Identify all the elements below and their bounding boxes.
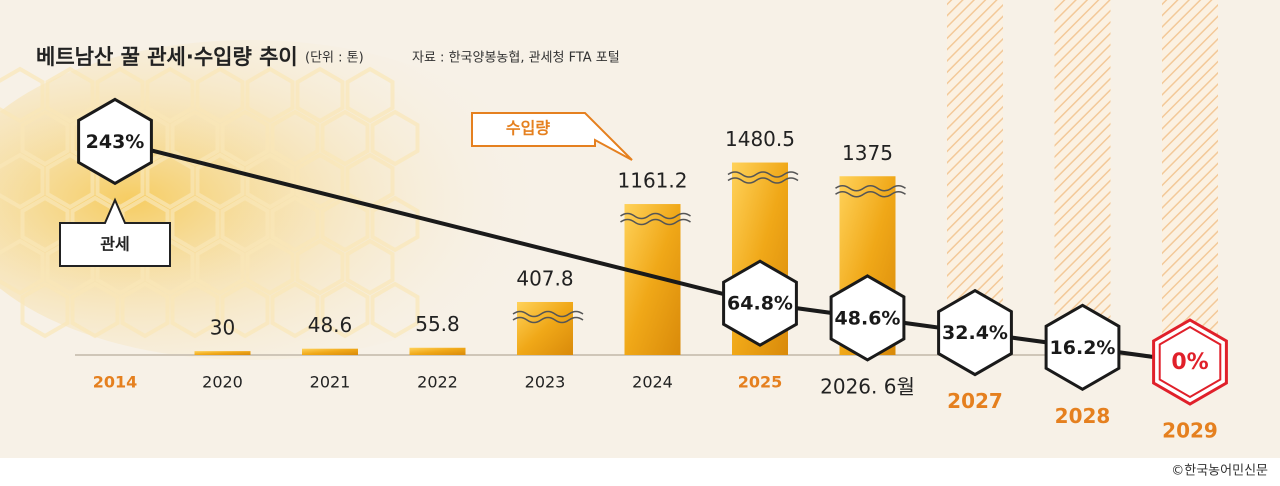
chart-title: 베트남산 꿀 관세·수입량 추이 <box>36 45 298 69</box>
comb-cell <box>320 195 370 253</box>
bar-break <box>727 177 799 184</box>
legend-callout <box>471 112 633 161</box>
x-tick-label: 2022 <box>417 373 458 392</box>
tariff-hexagon <box>77 97 153 186</box>
tariff-label: 0% <box>1171 350 1208 375</box>
comb-cell <box>295 152 345 210</box>
comb-cell <box>270 281 320 339</box>
comb-cell <box>170 109 220 167</box>
comb-cell <box>295 66 345 124</box>
tariff-hexagon <box>722 259 798 347</box>
comb-cell <box>245 66 295 124</box>
bar-break <box>835 185 906 192</box>
comb-cell <box>0 238 45 296</box>
credit: ©한국농어민신문 <box>1171 464 1268 479</box>
x-tick-label: 2029 <box>1162 419 1218 443</box>
comb-cell <box>245 238 295 296</box>
footer <box>0 458 1280 486</box>
comb-cell <box>220 195 270 253</box>
comb-cell <box>170 195 220 253</box>
value-label: 1375 <box>842 141 893 165</box>
comb-cell <box>320 109 370 167</box>
bar <box>409 347 466 355</box>
legend-entry: 수입량 <box>506 119 550 138</box>
comb-cell <box>270 109 320 167</box>
x-tick-label: 2025 <box>738 373 783 392</box>
comb-cell <box>195 152 245 210</box>
comb-cell <box>120 281 170 339</box>
comb-cell <box>370 195 420 253</box>
tariff-label: 16.2% <box>1050 337 1116 359</box>
bar-break <box>727 171 799 178</box>
comb-cell <box>0 66 45 124</box>
x-tick-label: 2026. 6월 <box>820 374 915 398</box>
comb-cell <box>220 109 270 167</box>
comb-cell <box>345 238 395 296</box>
x-tick-label: 2021 <box>310 373 351 392</box>
bar-break <box>512 316 584 324</box>
tariff-label: 243% <box>86 131 145 153</box>
comb-cell <box>170 281 220 339</box>
bar <box>194 351 251 355</box>
comb-cell <box>195 238 245 296</box>
comb-cell <box>370 109 420 167</box>
tariff-label: 64.8% <box>727 293 793 315</box>
comb-cell <box>345 66 395 124</box>
source: 자료 : 한국양봉농협, 관세청 FTA 포털 <box>412 51 620 66</box>
tariff-hexagon <box>1044 303 1121 392</box>
value-label: 1161.2 <box>618 169 688 193</box>
bar <box>302 348 358 355</box>
tariff-hexagon <box>937 288 1013 377</box>
comb-cell <box>320 281 370 339</box>
tariff-hexagon <box>829 274 906 362</box>
value-label: 48.6 <box>308 313 353 337</box>
tariff-label: 48.6% <box>835 307 901 329</box>
comb-cell <box>220 281 270 339</box>
comb-cell <box>145 152 195 210</box>
x-tick-label: 2024 <box>632 373 673 392</box>
comb-cell <box>370 281 420 339</box>
comb-cell <box>270 195 320 253</box>
comb-cell <box>195 66 245 124</box>
bar-break <box>835 191 906 198</box>
comb-cell <box>20 281 70 339</box>
x-tick-label: 2014 <box>93 373 138 392</box>
comb-cell <box>45 66 95 124</box>
tariff-label: 32.4% <box>942 322 1008 344</box>
comb-cell <box>145 66 195 124</box>
legend-callout <box>59 197 171 267</box>
tariff-hexagon-inner <box>1158 325 1222 399</box>
comb-cell <box>295 238 345 296</box>
comb-cell <box>20 109 70 167</box>
comb-cell <box>0 152 45 210</box>
unit: (단위 : 톤) <box>305 51 364 66</box>
value-label: 1480.5 <box>725 127 795 151</box>
comb-cell <box>20 195 70 253</box>
value-label: 55.8 <box>415 312 460 336</box>
bar-break <box>512 310 584 318</box>
x-tick-label: 2028 <box>1055 404 1111 428</box>
legend-entry: 관세 <box>100 235 129 254</box>
future-column <box>1054 0 1111 355</box>
value-label: 30 <box>210 316 235 340</box>
tariff-hexagon <box>1152 318 1228 406</box>
bar-break <box>620 212 691 220</box>
value-label: 407.8 <box>516 266 573 290</box>
x-tick-label: 2020 <box>202 373 243 392</box>
comb-cell <box>70 281 120 339</box>
x-tick-label: 2027 <box>947 389 1003 413</box>
bar <box>517 301 573 355</box>
bar-break <box>620 218 691 226</box>
future-column <box>1162 0 1218 355</box>
comb-cell <box>245 152 295 210</box>
x-tick-label: 2023 <box>525 373 566 392</box>
